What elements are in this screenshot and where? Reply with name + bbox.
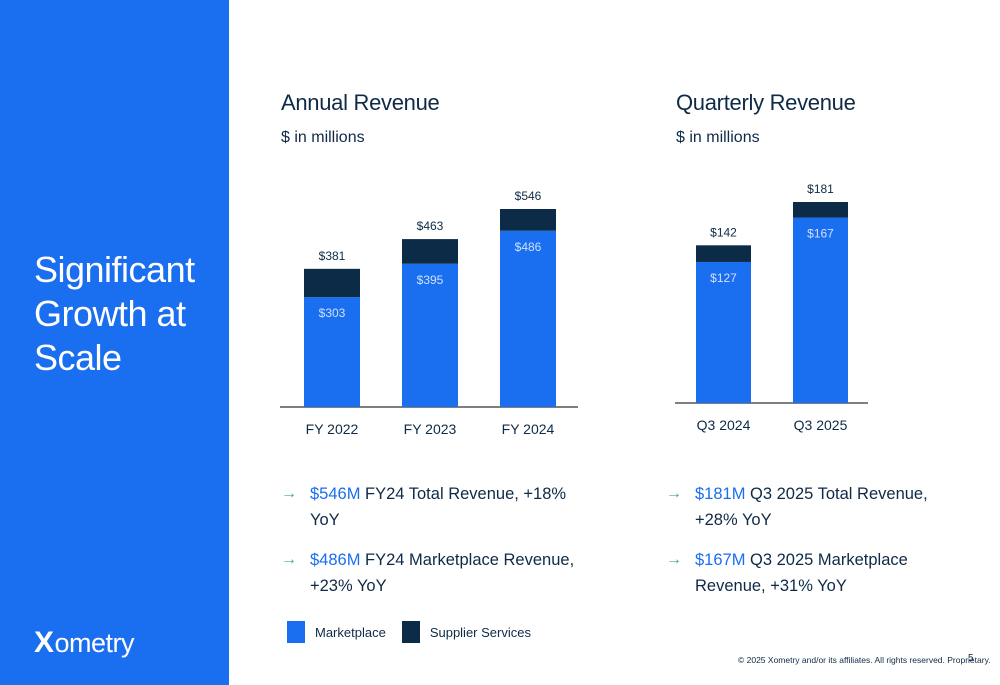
bullet-highlight: $167M — [695, 551, 746, 569]
marketplace-value-label: $167 — [807, 227, 834, 241]
logo-mark: X — [34, 626, 54, 659]
annual-chart-unit: $ in millions — [281, 129, 365, 146]
bullet-item: → $181M Q3 2025 Total Revenue, +28% YoY — [666, 481, 936, 533]
legend-swatch-supplier-services — [401, 621, 420, 643]
bullet-text: Q3 2025 Total Revenue, +28% YoY — [695, 485, 928, 529]
marketplace-value-label: $303 — [319, 306, 346, 320]
bullet-item: → $486M FY24 Marketplace Revenue, +23% Y… — [281, 547, 581, 599]
quarterly-chart-title: Quarterly Revenue — [676, 90, 856, 115]
bullet-highlight: $546M — [310, 485, 361, 503]
total-value-label: $463 — [417, 219, 444, 233]
bar-supplier-services — [696, 245, 751, 262]
bar-supplier-services — [500, 209, 556, 231]
annual-chart-title: Annual Revenue — [281, 90, 440, 115]
quarterly-chart-unit: $ in millions — [676, 129, 760, 146]
marketplace-value-label: $127 — [710, 271, 737, 285]
bullet-text: Q3 2025 Marketplace Revenue, +31% YoY — [695, 551, 908, 595]
legend-item-marketplace: Marketplace — [287, 621, 386, 643]
bar-supplier-services — [402, 239, 458, 264]
legend-label-supplier-services: Supplier Services — [429, 624, 531, 640]
slide-title: Significant Growth at Scale — [34, 249, 195, 378]
bullet-item: → $546M FY24 Total Revenue, +18% YoY — [281, 481, 581, 533]
category-tick-label: FY 2023 — [404, 421, 457, 437]
bar-supplier-services — [793, 202, 848, 218]
logo-wordmark: ometry — [54, 628, 135, 658]
page-number: 5 — [968, 653, 974, 664]
xometry-logo: X ometry — [34, 626, 135, 660]
arrow-right-icon: → — [666, 551, 682, 568]
bullet-item: → $167M Q3 2025 Marketplace Revenue, +31… — [666, 547, 936, 599]
bar-marketplace — [304, 297, 360, 407]
total-value-label: $181 — [807, 182, 834, 196]
category-tick-label: FY 2024 — [502, 421, 555, 437]
marketplace-value-label: $395 — [417, 273, 444, 287]
total-value-label: $142 — [710, 225, 737, 239]
bar-marketplace — [696, 261, 751, 403]
bullet-highlight: $486M — [310, 551, 361, 569]
total-value-label: $546 — [515, 189, 542, 203]
category-tick-label: Q3 2024 — [697, 417, 751, 433]
bullet-text: FY24 Total Revenue, +18% YoY — [310, 485, 567, 529]
bar-marketplace — [402, 263, 458, 407]
copyright-footer: © 2025 Xometry and/or its affiliates. Al… — [738, 655, 991, 665]
chart-legend: Marketplace Supplier Services — [287, 621, 547, 643]
legend-item-supplier-services: Supplier Services — [401, 621, 531, 643]
bullet-highlight: $181M — [695, 485, 746, 503]
marketplace-value-label: $486 — [515, 240, 542, 254]
legend-label-marketplace: Marketplace — [315, 624, 386, 640]
quarterly-revenue-chart: $127 $142 Q3 2024 $167 $181 Q3 2025 — [675, 182, 868, 433]
arrow-right-icon: → — [666, 485, 682, 502]
category-tick-label: Q3 2025 — [794, 417, 848, 433]
annual-bullets: → $546M FY24 Total Revenue, +18% YoY → $… — [281, 481, 581, 613]
quarterly-bullets: → $181M Q3 2025 Total Revenue, +28% YoY … — [666, 481, 936, 613]
total-value-label: $381 — [319, 249, 346, 263]
bar-supplier-services — [304, 268, 360, 298]
bar-marketplace — [500, 230, 556, 407]
category-tick-label: FY 2022 — [306, 421, 359, 437]
side-panel: Significant Growth at Scale X ometry — [0, 0, 229, 685]
bar-marketplace — [793, 217, 848, 403]
arrow-right-icon: → — [281, 485, 297, 502]
annual-revenue-chart: $303 $381 FY 2022 $395 $463 FY 2023 $486 $546 FY… — [280, 189, 578, 437]
legend-swatch-marketplace — [287, 621, 305, 643]
arrow-right-icon: → — [281, 551, 297, 568]
bullet-text: FY24 Marketplace Revenue, +23% YoY — [310, 551, 575, 595]
